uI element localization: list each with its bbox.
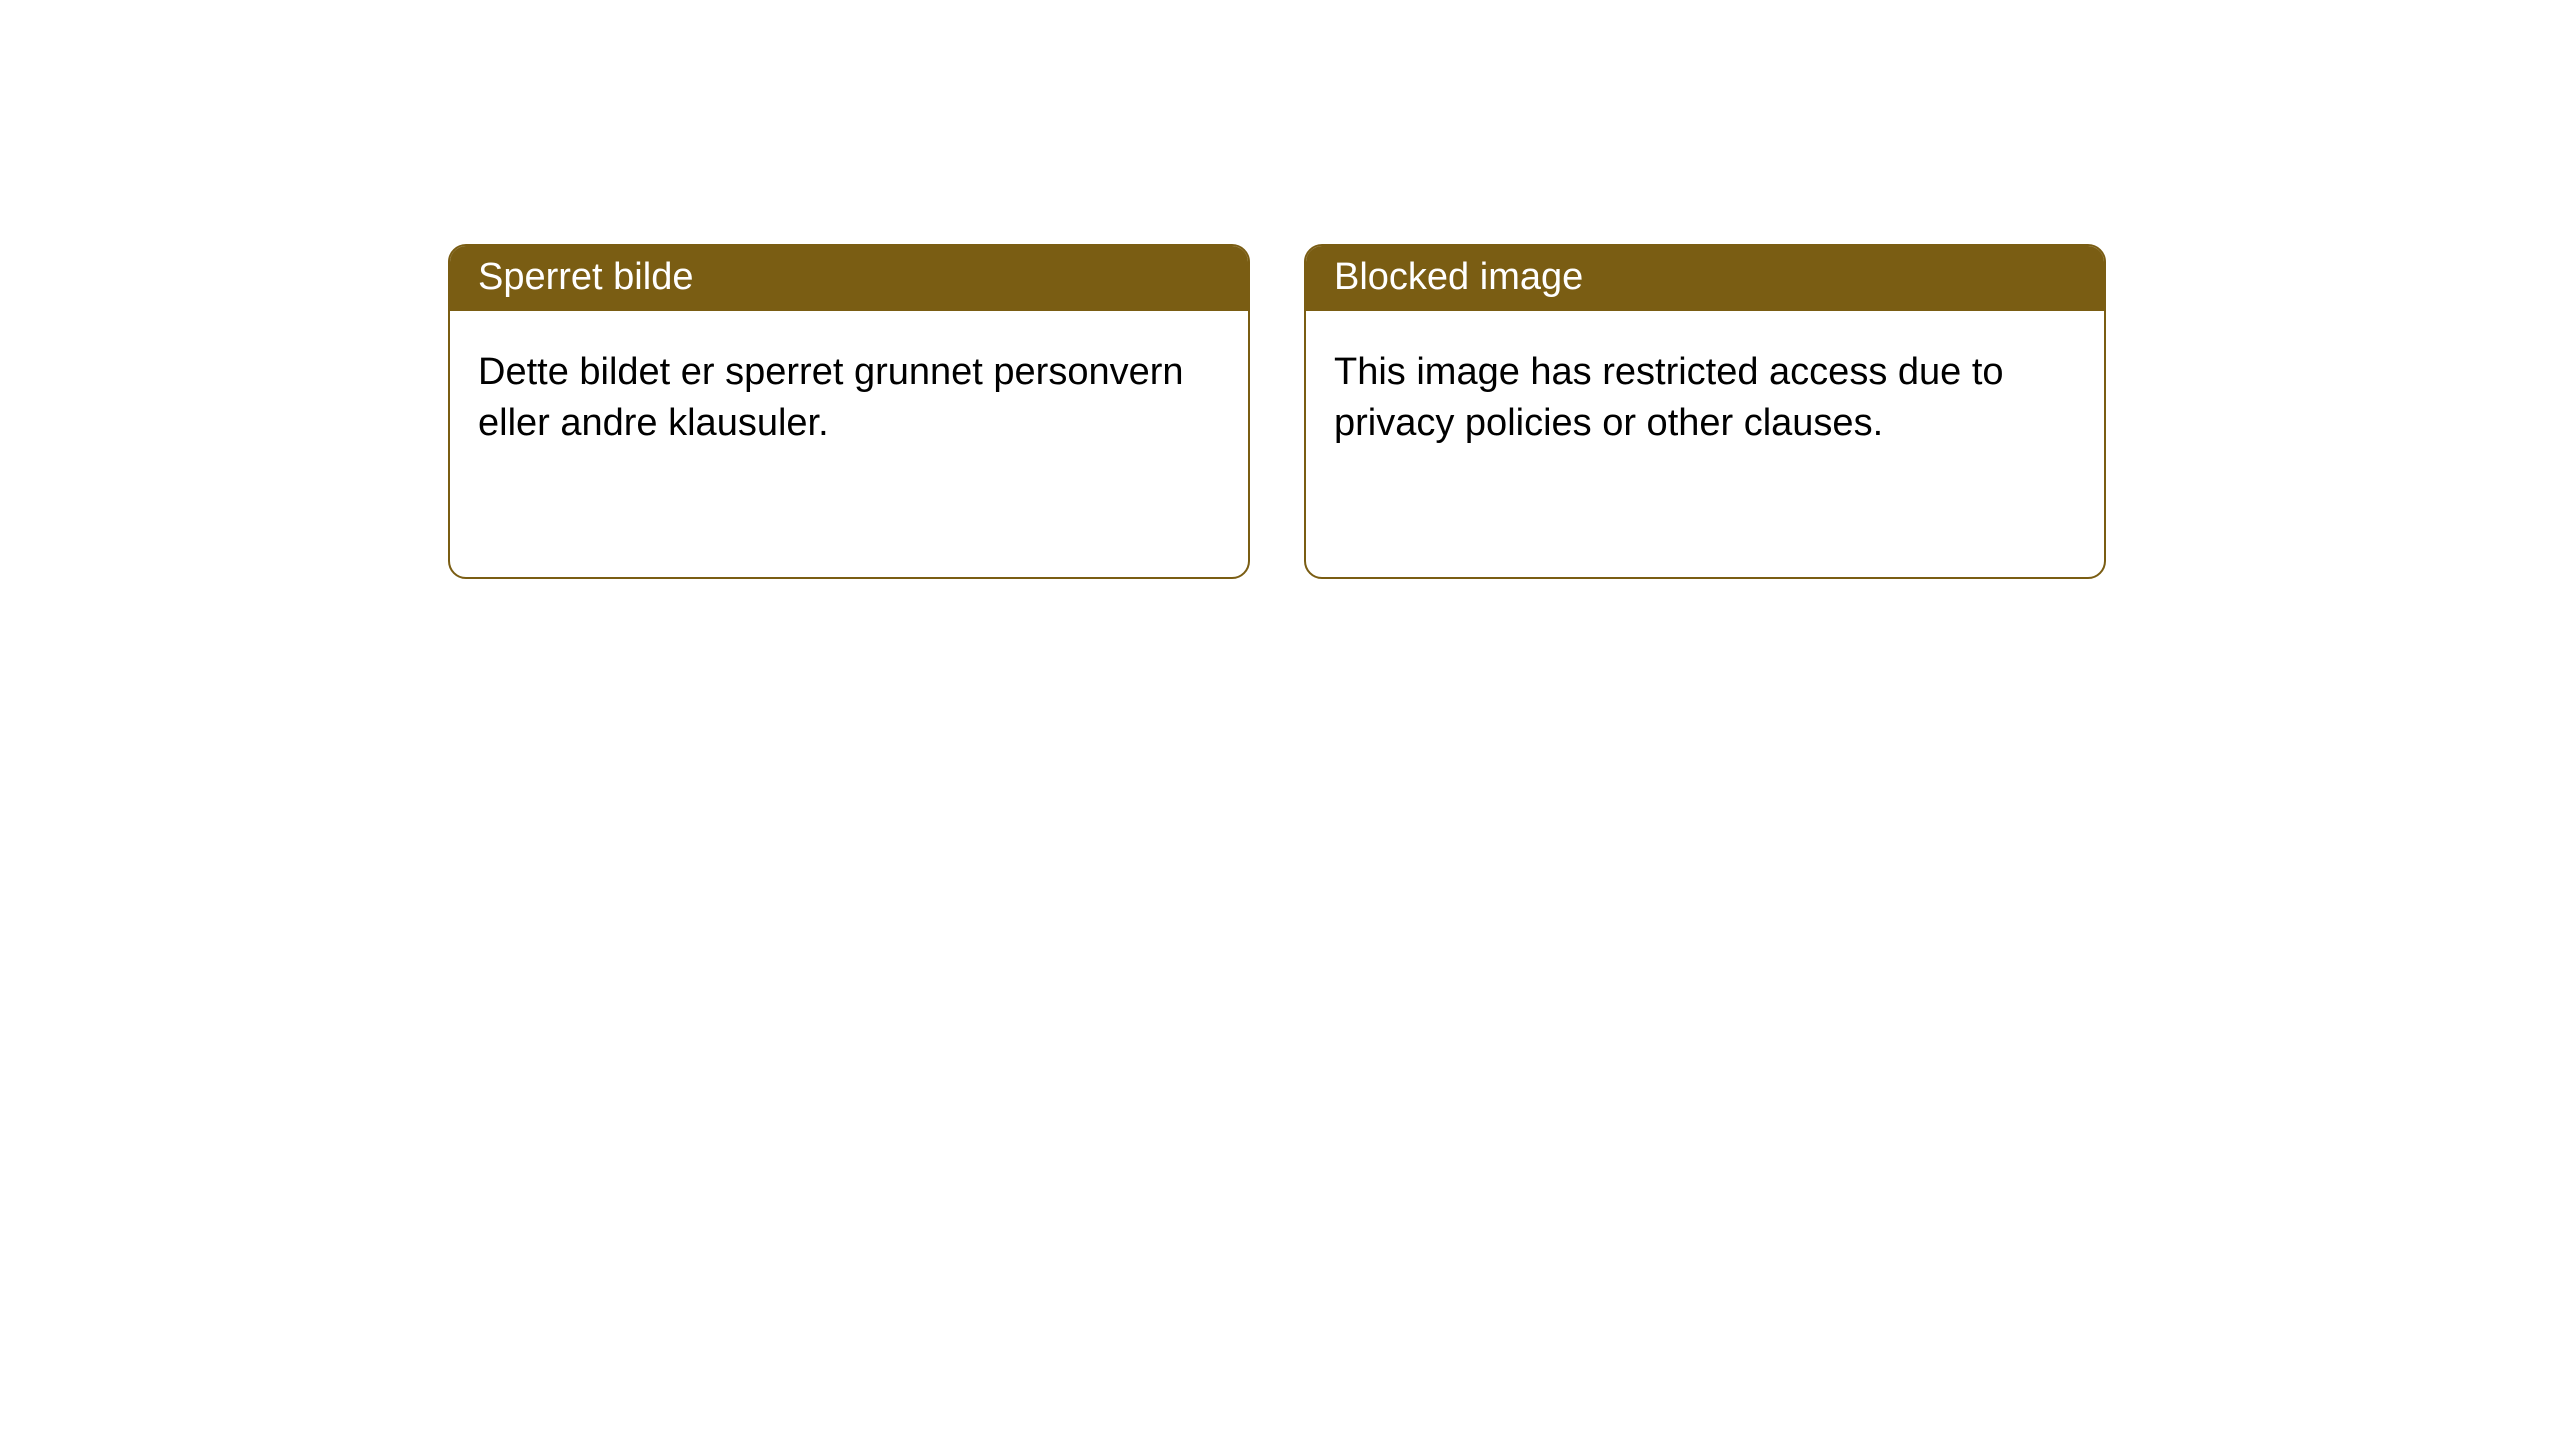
notice-header-norwegian: Sperret bilde [450, 246, 1248, 311]
notice-box-norwegian: Sperret bilde Dette bildet er sperret gr… [448, 244, 1250, 579]
notice-body-norwegian: Dette bildet er sperret grunnet personve… [450, 311, 1248, 486]
notice-body-english: This image has restricted access due to … [1306, 311, 2104, 486]
notice-header-english: Blocked image [1306, 246, 2104, 311]
notice-container: Sperret bilde Dette bildet er sperret gr… [0, 0, 2560, 579]
notice-box-english: Blocked image This image has restricted … [1304, 244, 2106, 579]
